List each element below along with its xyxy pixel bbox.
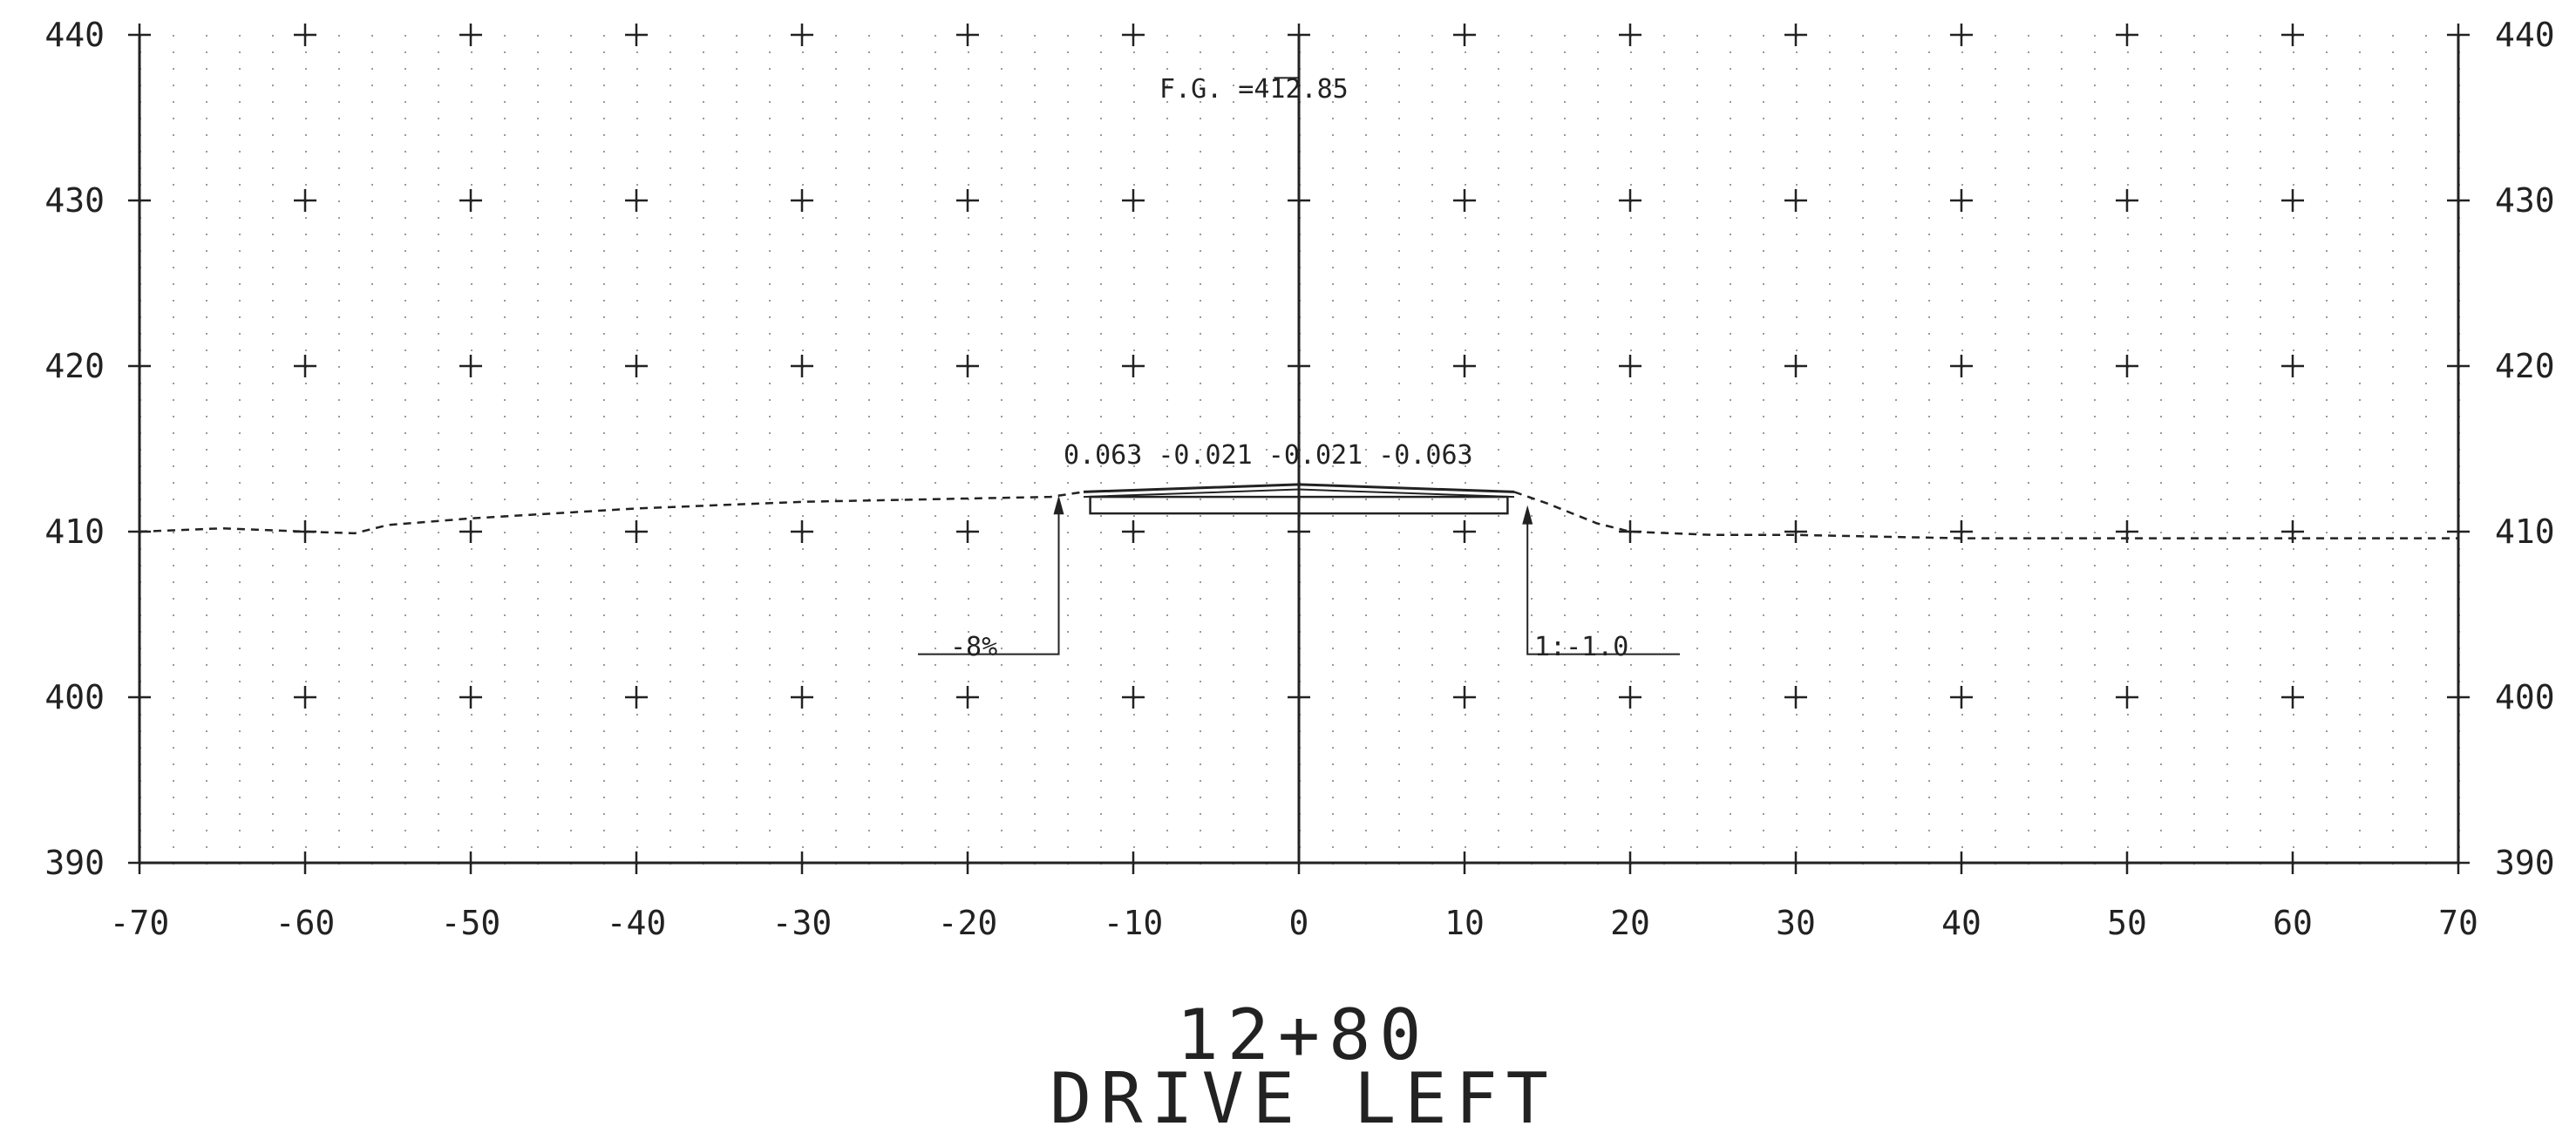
right-slope-leader <box>1526 512 1680 655</box>
right-slope-arrow <box>1522 505 1533 525</box>
y-tick-label-right: 420 <box>2495 347 2555 385</box>
drive-section <box>918 77 1680 655</box>
station-label: 12+80 <box>1177 994 1431 1075</box>
y-tick-label-right: 400 <box>2495 678 2555 716</box>
x-tick-label: -30 <box>772 904 833 942</box>
x-tick-label: -20 <box>938 904 998 942</box>
y-tick-label-left: 430 <box>44 181 105 220</box>
x-tick-label: 70 <box>2438 904 2478 942</box>
x-tick-label: 60 <box>2273 904 2313 942</box>
finished-surface-line <box>1083 483 1515 493</box>
y-tick-label-right: 430 <box>2495 181 2555 220</box>
x-tick-label: -10 <box>1104 904 1164 942</box>
axes <box>138 35 2460 865</box>
x-tick-label: 50 <box>2107 904 2147 942</box>
x-tick-label: 20 <box>1610 904 1650 942</box>
cross-slope-label: 0.063 -0.021 -0.021 -0.063 <box>1064 440 1473 471</box>
y-tick-label-left: 390 <box>44 844 105 882</box>
x-tick-label: -70 <box>110 904 170 942</box>
existing-ground-profile <box>139 491 2458 539</box>
y-tick-label-left: 400 <box>44 678 105 716</box>
x-tick-label: 40 <box>1941 904 1981 942</box>
y-tick-label-left: 440 <box>44 16 105 54</box>
y-tick-label-right: 410 <box>2495 512 2555 551</box>
x-tick-label: -60 <box>275 904 336 942</box>
pavement-box <box>1089 495 1509 515</box>
left-slope-arrow <box>1053 495 1064 515</box>
left-slope-label: -8% <box>950 632 997 662</box>
drawing-label: DRIVE LEFT <box>1050 1058 1557 1133</box>
y-tick-label-left: 420 <box>44 347 105 385</box>
ground-line <box>139 491 1084 535</box>
y-tick-label-right: 440 <box>2495 16 2555 54</box>
y-tick-label-right: 390 <box>2495 844 2555 882</box>
y-tick-labels-right: 390 400 410 420 430 440 <box>2495 16 2555 882</box>
finished-grade-label: F.G. =412.85 <box>1159 74 1349 105</box>
x-tick-labels: -70 -60 -50 -40 -30 -20 -10 0 10 20 30 40 50 60 70 <box>110 904 2478 942</box>
y-tick-label-left: 410 <box>44 512 105 551</box>
x-tick-label: 10 <box>1444 904 1485 942</box>
x-tick-label: 30 <box>1776 904 1816 942</box>
right-slope-label: 1:-1.0 <box>1534 632 1628 662</box>
left-slope-leader <box>918 499 1060 655</box>
x-tick-label: 0 <box>1289 904 1309 942</box>
ground-line <box>1513 491 2458 539</box>
base-course-line <box>1083 488 1515 499</box>
x-tick-label: -50 <box>441 904 501 942</box>
x-tick-label: -40 <box>607 904 667 942</box>
y-tick-labels-left: 390 400 410 420 430 440 <box>44 16 105 882</box>
